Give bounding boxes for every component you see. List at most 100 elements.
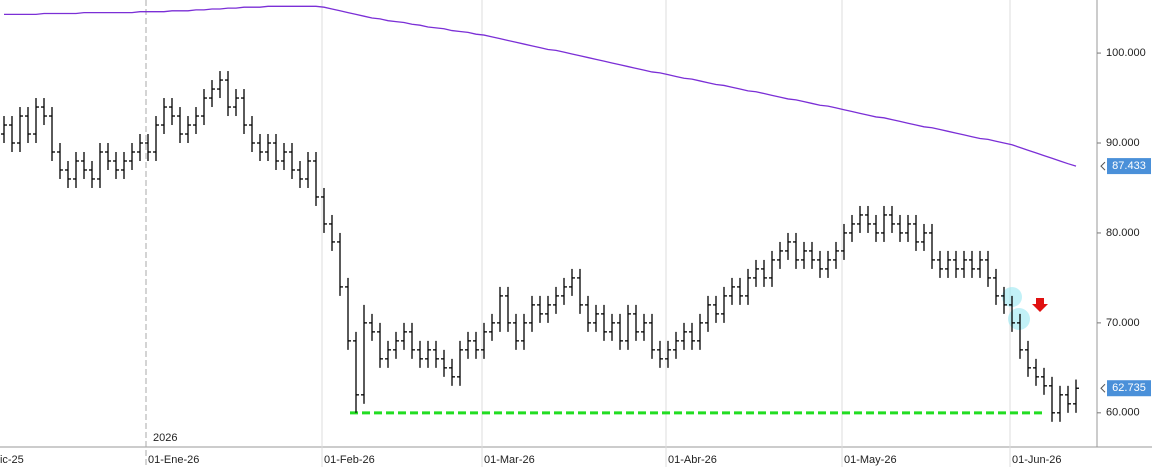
ohlc-bar bbox=[281, 143, 287, 170]
ohlc-bar bbox=[737, 277, 743, 305]
ohlc-bar bbox=[297, 160, 303, 188]
ohlc-bar bbox=[657, 340, 663, 368]
ohlc-bar bbox=[889, 205, 895, 233]
ohlc-bar bbox=[505, 286, 511, 332]
ohlc-bar bbox=[865, 205, 871, 233]
ohlc-bar bbox=[17, 107, 23, 152]
x-tick-label: 01-May-26 bbox=[844, 454, 897, 466]
ohlc-bar bbox=[457, 340, 463, 386]
ohlc-bar bbox=[337, 232, 343, 296]
ohlc-bar bbox=[385, 340, 391, 368]
ohlc-bar bbox=[553, 286, 559, 314]
ohlc-bar bbox=[81, 151, 87, 179]
ohlc-bar bbox=[793, 232, 799, 269]
ohlc-bar bbox=[1041, 367, 1047, 395]
ohlc-bar bbox=[521, 313, 527, 350]
moving-average-line bbox=[4, 5, 1077, 167]
ohlc-bar bbox=[673, 331, 679, 359]
ohlc-bar bbox=[833, 241, 839, 269]
ohlc-bar bbox=[57, 143, 63, 179]
ohlc-bar bbox=[961, 250, 967, 278]
ohlc-bar bbox=[9, 116, 15, 152]
ohlc-bar bbox=[953, 250, 959, 278]
ohlc-bar bbox=[713, 295, 719, 323]
ohlc-bar bbox=[481, 322, 487, 359]
ohlc-bar bbox=[441, 349, 447, 377]
ohlc-bar bbox=[633, 304, 639, 341]
x-tick-label: 01-Jun-26 bbox=[1012, 454, 1062, 466]
last-value-label: 87.433 bbox=[1112, 160, 1146, 172]
x-tick-label: 01-Ene-26 bbox=[148, 454, 199, 466]
ohlc-bar bbox=[1033, 358, 1039, 386]
ohlc-bar bbox=[905, 214, 911, 242]
ohlc-bar bbox=[817, 250, 823, 278]
ohlc-bar bbox=[65, 160, 71, 188]
ohlc-bar bbox=[921, 223, 927, 251]
ohlc-bar bbox=[969, 250, 975, 278]
ohlc-bar bbox=[665, 340, 671, 368]
ohlc-bar bbox=[753, 259, 759, 287]
ohlc-bar bbox=[289, 143, 295, 179]
last-value-label: 62.735 bbox=[1112, 382, 1146, 394]
ohlc-bar bbox=[1065, 385, 1071, 413]
ohlc-bar bbox=[321, 187, 327, 233]
ohlc-bar bbox=[825, 250, 831, 278]
x-tick-label: 01-Feb-26 bbox=[324, 454, 375, 466]
ohlc-bar bbox=[233, 89, 239, 117]
ohlc-bar bbox=[473, 331, 479, 359]
ohlc-bar bbox=[1049, 376, 1055, 422]
last-value-pointer bbox=[1100, 161, 1106, 171]
ohlc-bar bbox=[361, 304, 367, 404]
ohlc-bar bbox=[1017, 313, 1023, 359]
ohlc-bar bbox=[513, 313, 519, 350]
ohlc-bar bbox=[897, 214, 903, 242]
ohlc-bar bbox=[465, 331, 471, 359]
ohlc-bar bbox=[769, 250, 775, 287]
ohlc-bar bbox=[1001, 286, 1007, 314]
ohlc-bar bbox=[545, 295, 551, 323]
ohlc-bar bbox=[433, 340, 439, 368]
ohlc-bar bbox=[449, 358, 455, 386]
ohlc-bar bbox=[41, 98, 47, 126]
ohlc-bar bbox=[313, 151, 319, 206]
ohlc-bar bbox=[785, 232, 791, 260]
ohlc-bar bbox=[145, 134, 151, 161]
last-value-box bbox=[1107, 380, 1151, 397]
ohlc-bar bbox=[945, 250, 951, 278]
last-value-pointer bbox=[1100, 383, 1106, 393]
x-tick-label: 01-Mar-26 bbox=[484, 454, 535, 466]
ohlc-bar bbox=[1009, 295, 1015, 332]
ohlc-bar bbox=[113, 151, 119, 179]
ohlc-bar bbox=[305, 151, 311, 188]
ohlc-bar bbox=[609, 313, 615, 341]
ohlc-bar bbox=[345, 277, 351, 350]
ohlc-bar bbox=[401, 322, 407, 350]
ohlc-bar bbox=[1, 116, 7, 144]
ohlc-bar bbox=[729, 277, 735, 305]
ohlc-bar bbox=[393, 331, 399, 359]
ohlc-bar bbox=[137, 134, 143, 161]
ohlc-bar bbox=[705, 295, 711, 332]
ohlc-bar bbox=[409, 322, 415, 359]
ohlc-bar bbox=[105, 143, 111, 170]
ohlc-bar bbox=[329, 214, 335, 251]
ohlc-bar bbox=[593, 304, 599, 332]
ohlc-bar bbox=[649, 313, 655, 359]
ohlc-bar bbox=[977, 250, 983, 278]
y-tick-label: 100.000 bbox=[1106, 47, 1146, 59]
ohlc-bar bbox=[577, 268, 583, 314]
ohlc-bar bbox=[809, 241, 815, 269]
ohlc-bar bbox=[913, 214, 919, 251]
ohlc-bar bbox=[561, 277, 567, 305]
ohlc-bar bbox=[489, 313, 495, 341]
ohlc-bar bbox=[129, 143, 135, 170]
ohlc-bar bbox=[33, 98, 39, 144]
ohlc-bar bbox=[425, 340, 431, 368]
ohlc-bar bbox=[417, 340, 423, 368]
ohlc-bar bbox=[777, 241, 783, 269]
ohlc-bar bbox=[1025, 340, 1031, 377]
ohlc-bar bbox=[697, 313, 703, 350]
ohlc-bar bbox=[257, 134, 263, 161]
ohlc-bar bbox=[1073, 379, 1079, 413]
